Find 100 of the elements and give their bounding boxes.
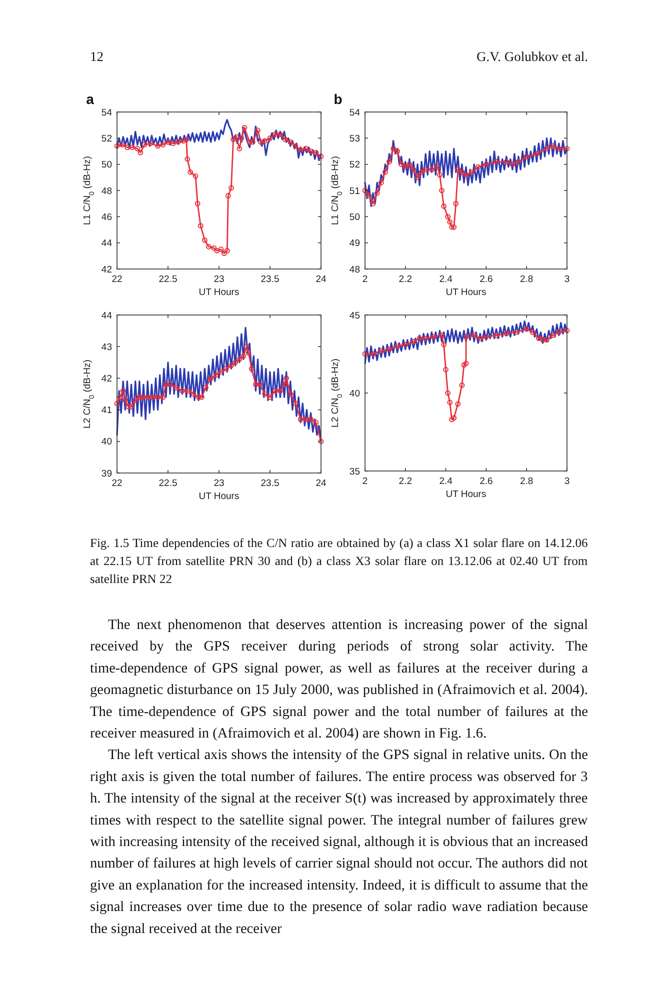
point [288,139,294,145]
y-tick-label: 40 [349,388,360,400]
point [494,332,499,338]
point [292,143,298,149]
point [160,142,166,148]
x-axis-title: UT Hours [198,491,240,502]
x-axis-title: UT Hours [446,287,486,298]
point [386,346,392,352]
point [206,244,212,250]
point [382,169,388,175]
point [155,394,160,400]
point [144,394,150,400]
point [394,344,400,349]
y-tick-label: 42 [101,264,112,276]
point [550,332,556,338]
point [455,401,461,407]
point [524,326,530,332]
point [190,391,196,397]
point [410,338,416,344]
point [134,146,140,152]
point [267,135,273,141]
point [453,200,459,206]
point [449,416,455,422]
point [564,328,570,334]
y-tick-label: 39 [101,468,112,480]
point [410,166,416,172]
point [255,128,260,134]
point [278,388,283,394]
x-tick-label: 2 [362,476,368,487]
point [267,394,273,400]
y-tick-label: 45 [349,310,360,322]
point [439,332,444,338]
point [362,188,368,194]
point [564,146,570,152]
point [428,166,434,172]
point [234,134,240,140]
point [223,366,229,372]
point [218,246,224,252]
x-axis-title: UT Hours [198,287,240,298]
point [370,351,376,357]
x-tick-label: 23 [214,274,224,285]
point [390,146,396,152]
x-tick-label: 2.4 [439,274,452,285]
point [136,394,142,400]
point [416,336,422,342]
point [240,353,246,359]
point [165,139,171,145]
point [124,144,130,150]
x-tick-label: 3 [564,274,570,285]
point [471,332,477,338]
point [414,174,420,180]
caption: Fig. 1.5 Time dependencies of the C/N ratio are obtained by (a) a class X1 solar flare on 14.12.06 at 22.15 UT from satellite PRN 30 and (b) a class X3 solar flare on 13.12.06 at 02.40 UT from satellite PRN 22 [90,536,588,586]
point [386,159,392,164]
point [459,169,465,175]
point [138,150,144,156]
x-tick-label: 24 [316,274,326,285]
point [250,139,256,145]
point [308,416,314,422]
point [122,398,128,404]
point [246,350,252,356]
text: G.V. Golubkov et al. [476,49,588,64]
point [494,159,499,164]
point [313,420,319,426]
point [536,336,542,342]
point [439,188,444,194]
point [142,142,148,148]
point [430,334,436,340]
y-tick-label: 44 [101,238,112,250]
point [292,400,298,406]
point [214,248,220,254]
point [303,146,308,152]
point [203,384,208,390]
point [282,382,287,388]
point [402,342,408,348]
point [272,132,278,137]
point [544,337,550,343]
text: The left vertical axis shows the intensity of the GPS signal in relative units. On the right axis is given the total number of failures. The entire process was observed for 3 h. The intensity of the signal at the receiver S(t) was increased by approximately three times with respect to the satellite signal power. The integral number of failures grew with increasing intensity of the received signal, although it is obvious that an increased number of failures at high levels of carrier signal should not occur. The authors did not give an explanation for the increased intensity. Indeed, it is difficult to assume that the signal increases over time due to the presence of solar radio wave radiation because the signal received at the receiver [90,747,588,937]
point [394,148,400,154]
point [447,219,453,225]
x-tick-label: 22.5 [158,478,178,489]
point [441,204,446,209]
point [211,245,217,251]
point [117,394,123,400]
point [540,337,546,343]
x-tick-label: 2.2 [398,274,412,285]
point [288,391,294,397]
point [447,400,453,406]
y-tick-label: 44 [101,310,112,322]
point [228,362,234,368]
point [550,143,556,149]
point [192,173,198,179]
x-tick-label: 24 [316,478,326,489]
point [114,143,120,149]
point [180,388,185,394]
point [544,146,550,152]
point [272,388,278,394]
point [140,394,146,400]
point [228,185,234,191]
point [184,156,190,162]
point [119,142,125,148]
